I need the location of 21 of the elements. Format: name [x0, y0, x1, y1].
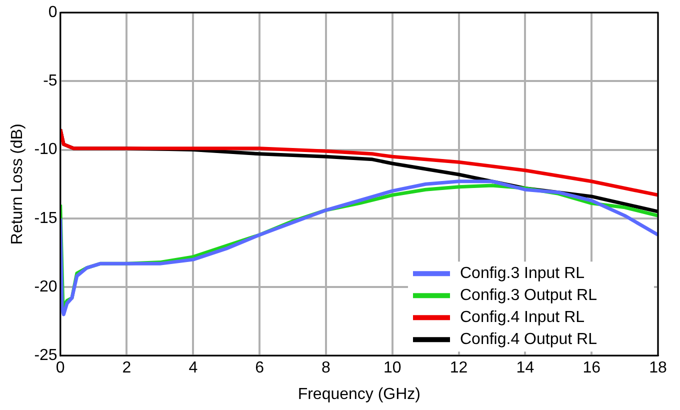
legend-label: Config.3 Input RL: [460, 265, 585, 282]
y-tick-label: -5: [43, 72, 58, 90]
x-tick-label: 18: [649, 360, 667, 377]
x-tick-label: 14: [516, 360, 534, 377]
y-tick-label: -25: [34, 347, 58, 364]
y-tick-label: -20: [34, 278, 58, 296]
legend-label: Config.4 Output RL: [460, 331, 598, 348]
x-tick-label: 8: [322, 360, 331, 377]
x-tick-label: 12: [450, 360, 468, 377]
legend-label: Config.4 Input RL: [460, 309, 585, 326]
x-tick-label: 10: [383, 360, 402, 377]
y-axis-title: Return Loss (dB): [9, 124, 26, 245]
y-tick-label: -10: [34, 141, 58, 158]
x-tick-label: 6: [255, 360, 264, 377]
x-tick-label: 2: [122, 360, 132, 377]
legend-label: Config.3 Output RL: [460, 287, 598, 304]
x-tick-label: 16: [582, 360, 601, 377]
x-tick-label: 4: [188, 360, 198, 377]
y-tick-label: 0: [48, 4, 58, 22]
y-tick-label: -15: [34, 210, 58, 227]
x-axis-title: Frequency (GHz): [298, 386, 421, 403]
